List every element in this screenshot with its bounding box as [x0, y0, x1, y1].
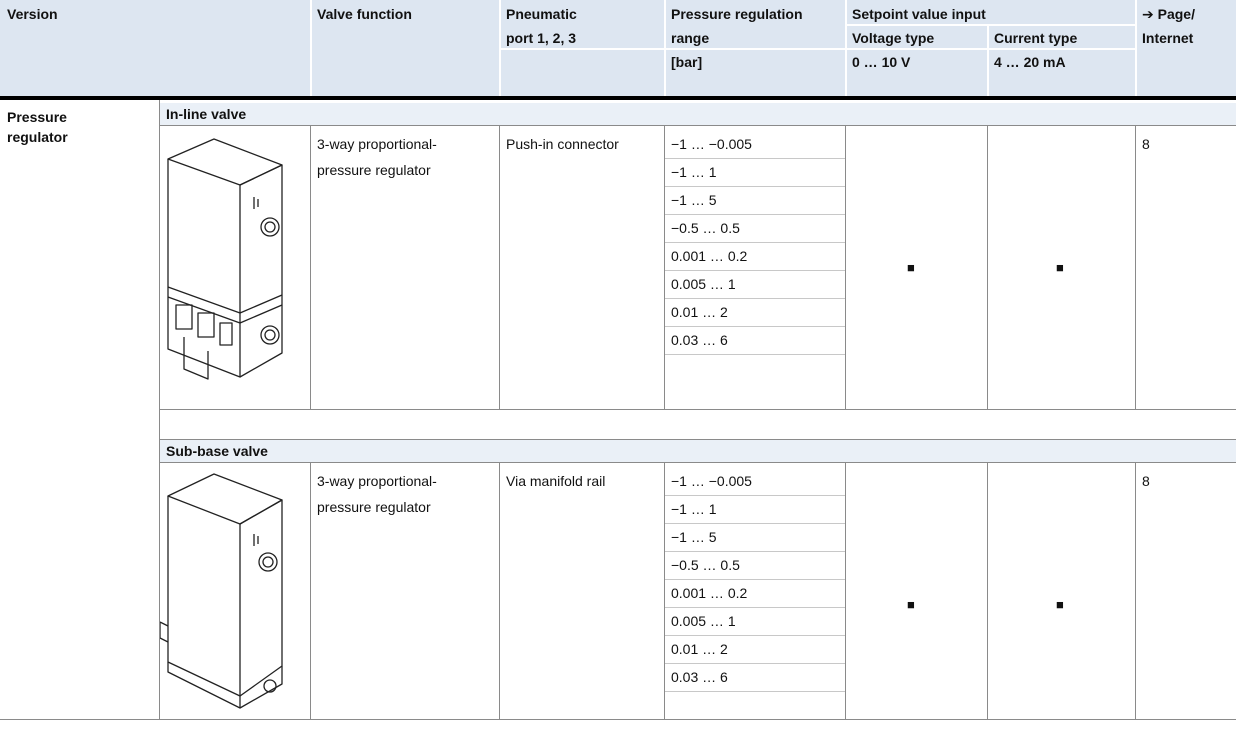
range-separator [665, 270, 845, 271]
header-valve-function: Valve function [317, 6, 412, 22]
range-separator [665, 214, 845, 215]
header-bottom-rule [0, 96, 1236, 100]
row-rule [160, 439, 1236, 440]
valve-function-subbase-line1: 3-way proportional- [317, 473, 437, 489]
header-divider [310, 0, 312, 96]
pressure-range-item: 0.005 … 1 [671, 613, 736, 629]
header-divider [664, 0, 666, 96]
header-rule [846, 48, 1135, 50]
row-rule [160, 125, 1236, 126]
pressure-range-item: −1 … 1 [671, 501, 717, 517]
range-separator [665, 326, 845, 327]
pressure-range-item: −0.5 … 0.5 [671, 220, 740, 236]
current-mark-subbase: ■ [1056, 597, 1064, 612]
page-ref-inline: 8 [1142, 136, 1150, 152]
pressure-range-list-subbase: −1 … −0.005 −1 … 1 −1 … 5 −0.5 … 0.5 0.0… [671, 467, 821, 691]
header-pressure-unit: [bar] [671, 54, 703, 70]
valve-function-subbase-line2: pressure regulator [317, 499, 431, 515]
range-separator [665, 242, 845, 243]
pressure-range-item: 0.01 … 2 [671, 641, 728, 657]
range-separator [665, 691, 845, 692]
pressure-range-item: −0.5 … 0.5 [671, 557, 740, 573]
range-separator [665, 354, 845, 355]
header-current-type: Current type [994, 30, 1078, 46]
header-divider [987, 26, 989, 96]
range-separator [665, 635, 845, 636]
header-current-range: 4 … 20 mA [994, 54, 1066, 70]
pressure-range-item: 0.001 … 0.2 [671, 248, 748, 264]
column-divider [664, 463, 665, 720]
valve-function-inline-line1: 3-way proportional- [317, 136, 437, 152]
header-page-line2: Internet [1142, 30, 1194, 46]
header-setpoint: Setpoint value input [852, 6, 986, 22]
range-separator [665, 663, 845, 664]
valve-function-inline-line2: pressure regulator [317, 162, 431, 178]
pressure-range-item: −1 … −0.005 [671, 136, 752, 152]
header-divider [845, 0, 847, 96]
pressure-range-item: 0.005 … 1 [671, 276, 736, 292]
pressure-range-item: 0.001 … 0.2 [671, 585, 748, 601]
pneumatic-port-inline: Push-in connector [506, 136, 619, 152]
section-band-inline [160, 103, 1236, 125]
group-label-line1: Pressure [7, 109, 67, 125]
column-divider [987, 463, 988, 720]
pressure-range-item: −1 … 1 [671, 164, 717, 180]
header-pressure-line2: range [671, 30, 710, 46]
header-version: Version [7, 6, 58, 22]
current-mark-inline: ■ [1056, 260, 1064, 275]
pressure-range-item: −1 … −0.005 [671, 473, 752, 489]
range-separator [665, 298, 845, 299]
pressure-range-item: −1 … 5 [671, 192, 717, 208]
column-divider [1135, 463, 1136, 720]
column-divider [664, 126, 665, 410]
row-rule [160, 409, 1236, 410]
column-divider [987, 126, 988, 410]
pressure-range-item: 0.03 … 6 [671, 669, 728, 685]
column-divider [499, 126, 500, 410]
subbase-valve-illustration [159, 473, 283, 709]
range-separator [665, 523, 845, 524]
table-bottom-rule [0, 719, 1236, 720]
column-divider [310, 463, 311, 720]
column-divider [310, 126, 311, 410]
section-band-subbase [160, 440, 1236, 462]
header-divider [499, 0, 501, 96]
pressure-range-list-inline: −1 … −0.005 −1 … 1 −1 … 5 −0.5 … 0.5 0.0… [671, 130, 821, 354]
pressure-range-item: −1 … 5 [671, 529, 717, 545]
voltage-mark-subbase: ■ [907, 597, 915, 612]
range-separator [665, 607, 845, 608]
header-voltage-type: Voltage type [852, 30, 935, 46]
group-label-line2: regulator [7, 129, 68, 145]
header-pressure-line1: Pressure regulation [671, 6, 803, 22]
voltage-mark-inline: ■ [907, 260, 915, 275]
column-divider [1135, 126, 1136, 410]
section-title-subbase: Sub-base valve [166, 443, 268, 459]
inline-valve-illustration [167, 138, 283, 380]
column-divider [159, 100, 160, 720]
header-rule [500, 48, 846, 50]
pneumatic-port-subbase: Via manifold rail [506, 473, 606, 489]
header-pneumatic-line2: port 1, 2, 3 [506, 30, 577, 46]
range-separator [665, 158, 845, 159]
header-voltage-range: 0 … 10 V [852, 54, 911, 70]
pressure-range-item: 0.01 … 2 [671, 304, 728, 320]
header-pneumatic-line1: Pneumatic [506, 6, 577, 22]
row-rule [160, 462, 1236, 463]
range-separator [665, 186, 845, 187]
range-separator [665, 579, 845, 580]
page-ref-subbase: 8 [1142, 473, 1150, 489]
column-divider [499, 463, 500, 720]
header-page-line1: ➔ Page/ [1142, 6, 1195, 22]
pressure-range-item: 0.03 … 6 [671, 332, 728, 348]
column-divider [845, 126, 846, 410]
header-rule [846, 24, 1135, 26]
header-divider [1135, 0, 1137, 96]
range-separator [665, 551, 845, 552]
section-title-inline: In-line valve [166, 106, 247, 122]
range-separator [665, 495, 845, 496]
column-divider [845, 463, 846, 720]
